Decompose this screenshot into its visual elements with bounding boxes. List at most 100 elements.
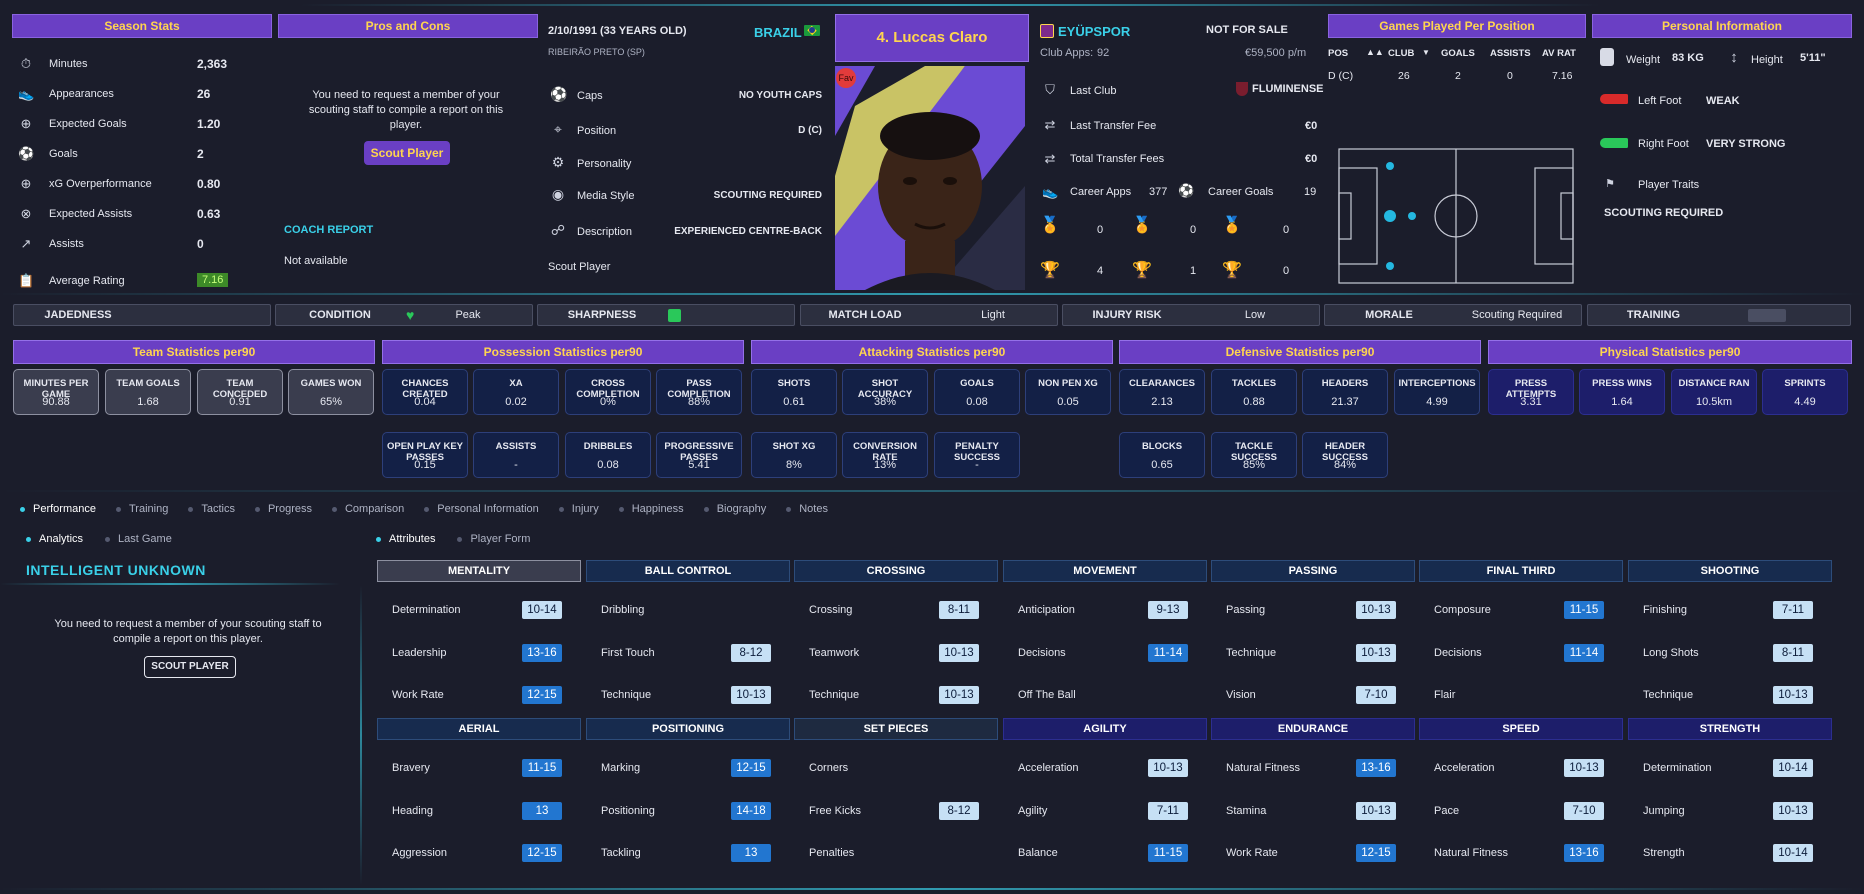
tab-dot — [331, 506, 337, 512]
attr-group-header[interactable]: BALL CONTROL — [586, 560, 790, 582]
stat-value: 84% — [1333, 459, 1357, 471]
tab-dot — [703, 506, 709, 512]
scout-player-analytics-button[interactable]: SCOUT PLAYER — [144, 656, 236, 678]
brazil-flag-icon — [804, 25, 820, 36]
stat-value: 0.88 — [1243, 396, 1265, 408]
analytics-message: You need to request a member of your sco… — [54, 618, 322, 645]
tab-label: Progress — [267, 503, 312, 515]
dropdown-icon[interactable]: ▼ — [1422, 48, 1430, 57]
tab-dot — [457, 536, 463, 542]
stat-title: BLOCKS — [1141, 441, 1183, 452]
right-foot-label: Right Foot — [1638, 138, 1689, 150]
attribute-label: Finishing — [1643, 604, 1688, 616]
stat-value: 0.15 — [414, 459, 436, 471]
tab-happiness[interactable]: Happiness — [618, 503, 684, 515]
attr-group-header[interactable]: AGILITY — [1003, 718, 1207, 740]
tab-personal-information[interactable]: Personal Information — [424, 503, 539, 515]
stat-value: 0.65 — [1151, 459, 1173, 471]
attribute-label: Balance — [1018, 847, 1058, 859]
section-divider — [0, 293, 1864, 295]
stat-title: OPEN PLAY KEY PASSES — [386, 441, 464, 463]
tab-label: Biography — [716, 503, 767, 515]
tab-notes[interactable]: Notes — [786, 503, 828, 515]
attr-group-header[interactable]: CROSSING — [794, 560, 998, 582]
tab-performance[interactable]: Performance — [20, 503, 96, 515]
tab-progress[interactable]: Progress — [254, 503, 312, 515]
boot-icon: 👟 — [1042, 184, 1059, 199]
subtab-attributes[interactable]: Attributes — [376, 533, 435, 545]
right-foot-value: VERY STRONG — [1706, 138, 1786, 150]
tab-comparison[interactable]: Comparison — [331, 503, 404, 515]
stat-card: INTERCEPTIONS 4.99 — [1394, 369, 1480, 415]
stat-value: 13% — [873, 459, 897, 471]
sort-icon[interactable]: ▲▲ — [1366, 47, 1384, 57]
attr-group-header[interactable]: MENTALITY — [377, 560, 581, 582]
stat-card: DRIBBLES 0.08 — [565, 432, 651, 478]
left-subtabs: Analytics Last Game — [26, 533, 194, 545]
possession-stats-header: Possession Statistics per90 — [382, 340, 744, 364]
last-club-value[interactable]: FLUMINENSE — [1252, 83, 1324, 95]
attr-group-header[interactable]: ENDURANCE — [1211, 718, 1415, 740]
attribute-value-pill: 8-12 — [731, 644, 771, 662]
tab-training[interactable]: Training — [115, 503, 168, 515]
gp-col-avrat[interactable]: AV RAT — [1542, 48, 1576, 59]
shield-icon: ⛉ — [1045, 82, 1055, 97]
attribute-label: Decisions — [1434, 647, 1482, 659]
attr-group-header[interactable]: PASSING — [1211, 560, 1415, 582]
gp-col-pos[interactable]: POS — [1328, 48, 1349, 59]
gp-col-assists[interactable]: ASSISTS — [1490, 48, 1531, 59]
stat-card: HEADERS 21.37 — [1302, 369, 1388, 415]
attribute-label: Tackling — [601, 847, 641, 859]
bio-label: Description — [577, 226, 633, 238]
subtab-last-game[interactable]: Last Game — [105, 533, 172, 545]
stat-value: - — [975, 459, 979, 471]
tab-label: Attributes — [389, 533, 436, 545]
attr-group-header[interactable]: POSITIONING — [586, 718, 790, 740]
stat-title: TEAM GOALS — [116, 378, 180, 389]
club-name[interactable]: EYÜPSPOR — [1058, 24, 1131, 39]
stat-card: TACKLES 0.88 — [1211, 369, 1297, 415]
stat-title: PASS COMPLETION — [667, 378, 731, 400]
attr-group-header[interactable]: FINAL THIRD — [1419, 560, 1623, 582]
attribute-label: Jumping — [1643, 805, 1685, 817]
stat-card: XA 0.02 — [473, 369, 559, 415]
tab-injury[interactable]: Injury — [558, 503, 599, 515]
weight-value: 83 KG — [1672, 52, 1704, 64]
status-training: TRAINING- — [1587, 304, 1851, 326]
attribute-label: Technique — [1226, 647, 1277, 659]
bronze-medal-icon: 🏅 — [1222, 217, 1242, 234]
favourite-badge[interactable]: Fav — [836, 68, 856, 88]
attr-group-header[interactable]: AERIAL — [377, 718, 581, 740]
status-morale: MORALE Scouting Required — [1324, 304, 1582, 326]
season-stat-label: Expected Goals — [49, 118, 127, 130]
attr-group-header[interactable]: SPEED — [1419, 718, 1623, 740]
stat-card: DISTANCE RAN 10.5km — [1671, 369, 1757, 415]
attribute-value-pill: 10-13 — [1356, 601, 1396, 619]
gp-col-goals[interactable]: GOALS — [1441, 48, 1475, 59]
wage: €59,500 p/m — [1245, 47, 1307, 59]
stat-title: PROGRESSIVE PASSES — [664, 441, 734, 463]
subtab-player-form[interactable]: Player Form — [457, 533, 530, 545]
status-jadedness: JADEDNESS — [13, 304, 271, 326]
tab-tactics[interactable]: Tactics — [188, 503, 235, 515]
status-label: SHARPNESS — [567, 309, 637, 321]
attr-group-header[interactable]: STRENGTH — [1628, 718, 1832, 740]
tab-label: Injury — [571, 503, 599, 515]
attr-group-header[interactable]: SET PIECES — [794, 718, 998, 740]
attribute-label: Crossing — [809, 604, 853, 616]
attribute-label: Teamwork — [809, 647, 860, 659]
tab-dot — [20, 506, 25, 512]
subtab-analytics[interactable]: Analytics — [26, 533, 83, 545]
gp-col-club[interactable]: CLUB — [1388, 48, 1415, 59]
stat-card: TEAM GOALS 1.68 — [105, 369, 191, 415]
attr-group-header[interactable]: SHOOTING — [1628, 560, 1832, 582]
scout-player-link[interactable]: Scout Player — [548, 261, 611, 273]
left-foot-value: WEAK — [1706, 95, 1740, 107]
stat-title: SHOTS — [777, 378, 811, 389]
tab-biography[interactable]: Biography — [703, 503, 767, 515]
scout-player-button[interactable]: Scout Player — [364, 141, 450, 165]
attr-group-header[interactable]: MOVEMENT — [1003, 560, 1207, 582]
status-value: Scouting Required — [1471, 309, 1563, 321]
attribute-value-pill: 9-13 — [1148, 601, 1188, 619]
attribute-value-pill: 10-13 — [1356, 644, 1396, 662]
